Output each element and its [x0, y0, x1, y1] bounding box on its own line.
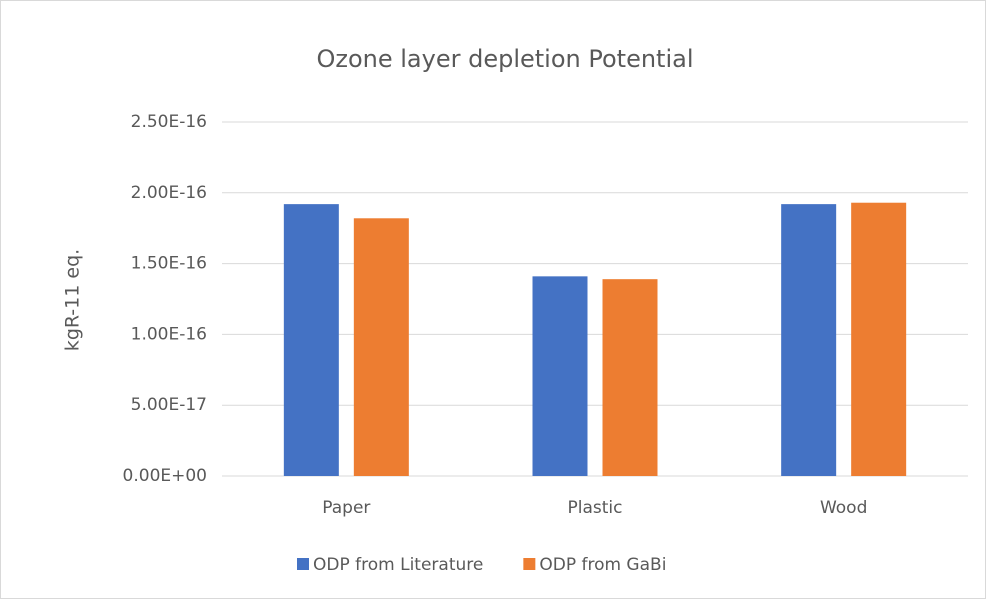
bar [781, 204, 837, 477]
chart-title: Ozone layer depletion Potential [316, 45, 693, 73]
y-tick-label: 2.00E-16 [131, 183, 207, 203]
legend-label: ODP from GaBi [539, 555, 666, 575]
legend-label: ODP from Literature [313, 555, 483, 575]
y-tick-label: 1.50E-16 [131, 254, 207, 274]
x-tick-label: Wood [820, 498, 867, 518]
legend-swatch [297, 558, 309, 570]
bar [851, 202, 907, 476]
x-tick-label: Paper [322, 498, 370, 518]
bar [283, 204, 339, 477]
y-tick-label: 0.00E+00 [123, 466, 207, 486]
bar [353, 218, 409, 476]
x-tick-label: Plastic [568, 498, 623, 518]
y-tick-label: 5.00E-17 [131, 395, 207, 415]
bar [532, 276, 588, 476]
y-axis-label: kgR-11 eq. [62, 249, 84, 351]
y-tick-label: 1.00E-16 [131, 324, 207, 344]
y-tick-label: 2.50E-16 [131, 112, 207, 132]
bar [602, 279, 658, 476]
legend-swatch [523, 558, 536, 570]
